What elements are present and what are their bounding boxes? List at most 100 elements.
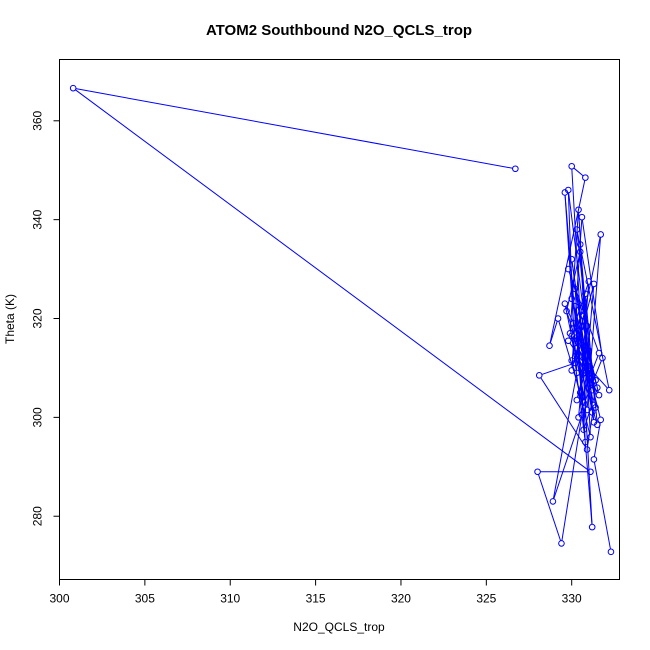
y-tick-label: 340 <box>31 209 45 229</box>
y-tick-label: 300 <box>31 407 45 427</box>
x-axis-label: N2O_QCLS_trop <box>293 620 385 634</box>
data-point <box>576 241 584 248</box>
data-point <box>571 285 579 293</box>
data-point <box>575 414 582 421</box>
series-segment <box>593 422 601 457</box>
x-tick-label: 310 <box>220 592 240 606</box>
data-point <box>582 174 589 181</box>
x-tick-label: 320 <box>391 592 411 606</box>
series-segment <box>583 286 595 400</box>
data-point <box>549 498 557 505</box>
data-point <box>546 342 553 349</box>
data-point <box>580 399 587 406</box>
data-point <box>558 540 565 547</box>
data-point <box>568 162 575 170</box>
data-point <box>564 186 572 194</box>
data-point <box>576 248 584 256</box>
series-segment <box>577 375 585 398</box>
data-point <box>568 367 575 374</box>
data-point <box>564 337 572 345</box>
series-segment <box>75 89 589 471</box>
series-segment <box>579 254 590 366</box>
data-point <box>564 265 572 273</box>
data-point <box>583 406 591 414</box>
data-point <box>587 468 594 476</box>
data-point <box>594 384 601 392</box>
data-point <box>568 332 575 340</box>
data-point <box>554 315 562 322</box>
x-tick-label: 325 <box>476 592 496 606</box>
data-point <box>590 401 598 409</box>
data-point <box>535 372 543 379</box>
data-point <box>585 374 593 382</box>
series-segment <box>578 333 593 410</box>
data-point <box>583 322 591 330</box>
data-point <box>585 278 593 285</box>
series-segment <box>561 417 582 541</box>
data-point <box>573 344 581 352</box>
data-point <box>588 381 596 389</box>
y-axis: 280 300 320 340 360 <box>31 110 60 526</box>
data-point <box>607 548 615 556</box>
data-point <box>585 364 593 372</box>
series-segment <box>571 301 598 386</box>
data-point <box>595 391 603 399</box>
data-point <box>573 352 581 359</box>
x-tick-label: 315 <box>306 592 326 606</box>
data-point <box>597 416 605 424</box>
series-segment <box>593 462 611 550</box>
chart-title: ATOM2 Southbound N2O_QCLS_trop <box>206 22 472 39</box>
data-point <box>573 396 581 404</box>
y-axis-label: Theta (K) <box>3 294 17 344</box>
data-point <box>568 255 575 263</box>
series-segment <box>571 286 594 368</box>
x-tick-label: 330 <box>562 592 582 606</box>
series-segment <box>540 377 586 448</box>
series-segment <box>549 321 558 344</box>
data-point <box>583 446 591 453</box>
data-point <box>563 307 570 315</box>
data-point <box>590 280 598 288</box>
series-segment <box>573 167 584 177</box>
series-segment <box>75 88 513 169</box>
data-point <box>568 295 575 303</box>
data-point <box>573 226 581 233</box>
data-point <box>578 317 586 325</box>
data-point <box>561 300 569 307</box>
series-segment <box>552 375 577 499</box>
data-point <box>69 84 77 92</box>
series-segment <box>541 363 573 375</box>
data-point <box>597 231 605 238</box>
x-tick-label: 305 <box>135 592 155 606</box>
data-point <box>570 320 577 327</box>
y-tick-label: 320 <box>31 308 45 328</box>
data-point <box>588 409 596 416</box>
data-point <box>575 327 582 335</box>
data-point <box>585 347 593 354</box>
data-point <box>582 290 589 298</box>
data-point <box>575 206 582 214</box>
data-point <box>582 369 589 377</box>
data-point <box>592 376 599 384</box>
data-point <box>587 433 594 441</box>
data-point <box>512 165 519 173</box>
y-tick-label: 280 <box>31 506 45 526</box>
series-segment <box>581 219 603 356</box>
data-point <box>605 386 613 394</box>
y-tick-label: 360 <box>31 110 45 130</box>
series-segment <box>537 474 562 541</box>
series-segment <box>576 232 610 388</box>
series-segment <box>571 301 581 336</box>
series-layer <box>69 84 615 556</box>
data-point <box>582 438 589 446</box>
data-point <box>595 349 603 357</box>
data-point <box>534 468 541 476</box>
data-point <box>571 302 579 310</box>
data-point <box>573 369 581 377</box>
data-point <box>594 421 601 429</box>
data-point <box>578 213 586 221</box>
x-tick-label: 300 <box>49 592 69 606</box>
series-segment <box>553 417 582 499</box>
data-point <box>588 523 596 531</box>
